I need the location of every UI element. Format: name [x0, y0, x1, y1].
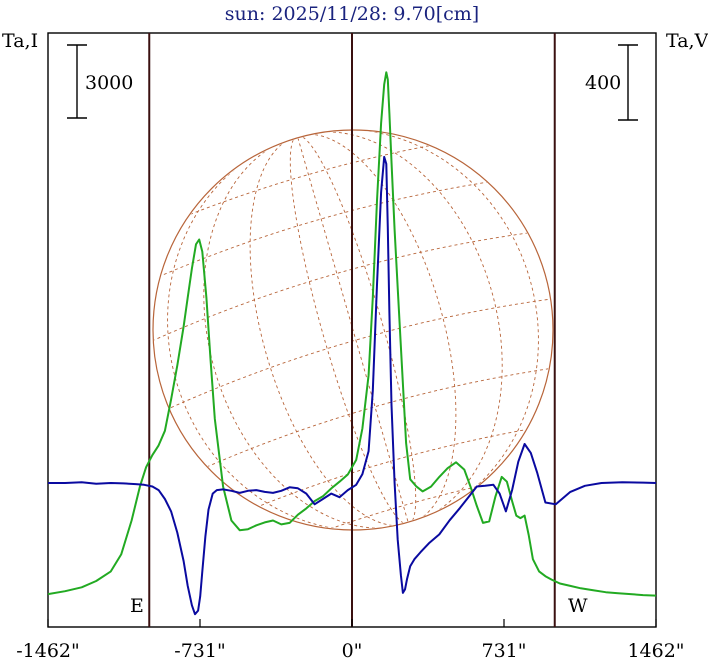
chart-title: sun: 2025/11/28: 9.70[cm]: [225, 3, 479, 25]
x-tick-label: -731": [174, 640, 225, 662]
x-axis-ticks: -1462" -731" 0" 731" 1462": [16, 619, 685, 662]
scale-bar-right: [618, 44, 638, 121]
longitude-line: [297, 128, 539, 525]
x-tick-label: 731": [481, 640, 526, 662]
longitude-line: [167, 135, 409, 532]
limb-label-east: E: [130, 595, 144, 617]
stokes-v-curve: [48, 155, 657, 616]
x-tick-label: 1462": [627, 640, 684, 662]
scale-bar-left: [67, 44, 87, 119]
longitude-line: [249, 135, 409, 527]
limb-label-west: W: [568, 595, 588, 617]
latitude-line: [129, 229, 554, 352]
stokes-i-curve: [47, 71, 657, 597]
scale-label-left: 3000: [85, 72, 133, 94]
scale-label-right: 400: [585, 72, 621, 94]
y-right-label: Ta,V: [666, 30, 708, 52]
reference-lines: [148, 33, 556, 627]
longitude-line: [297, 133, 457, 525]
longitude-line: [297, 131, 503, 525]
latitude-line: [149, 295, 573, 418]
latitude-line: [168, 362, 592, 485]
latitude-line: [114, 174, 538, 297]
y-left-label: Ta,I: [2, 30, 38, 52]
longitude-line: [203, 135, 409, 529]
x-tick-label: -1462": [16, 640, 80, 662]
longitude-line: [297, 135, 417, 525]
data-curves: [47, 71, 657, 616]
x-tick-label: 0": [342, 640, 363, 662]
